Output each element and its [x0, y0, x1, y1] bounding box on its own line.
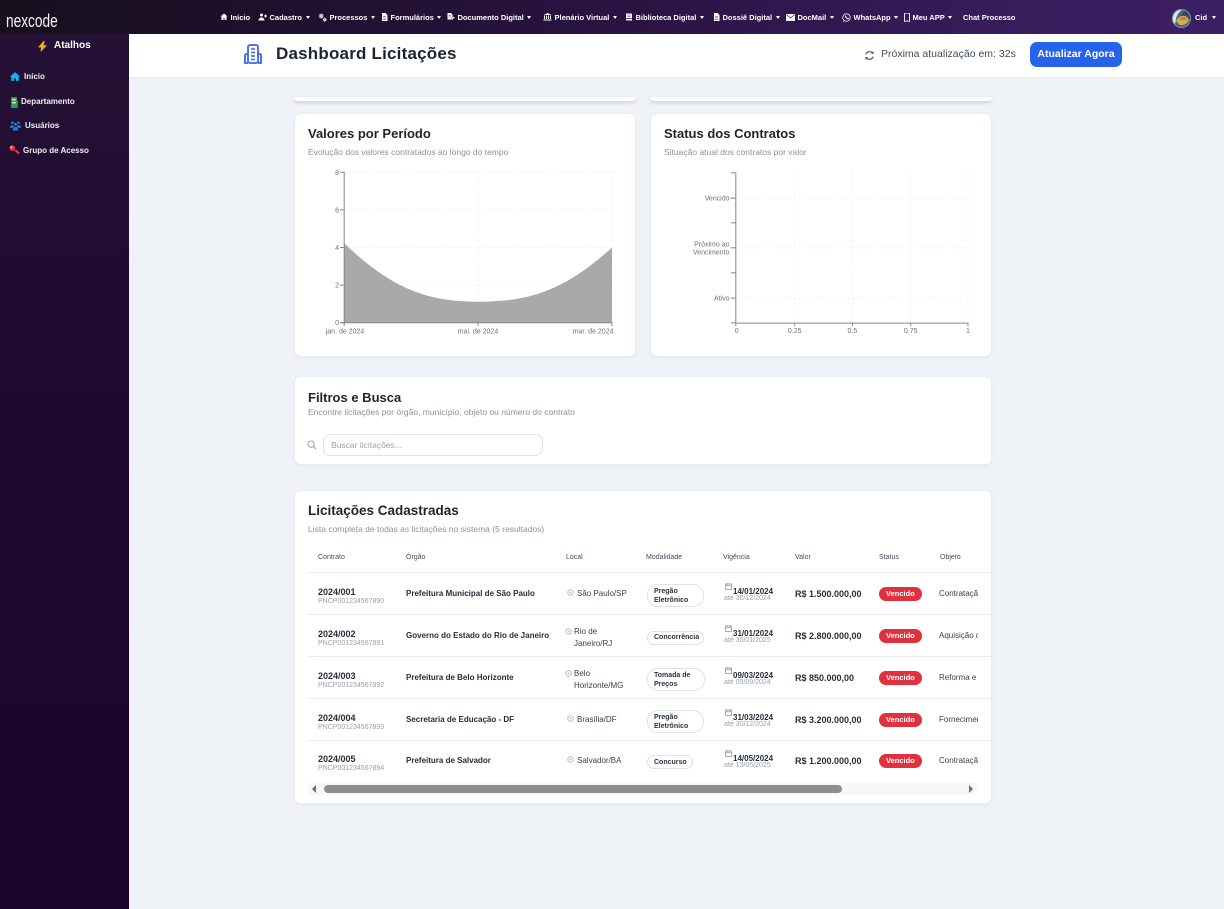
svg-text:0.5: 0.5	[848, 328, 858, 335]
svg-text:6: 6	[335, 208, 339, 215]
svg-text:0: 0	[735, 328, 739, 335]
svg-text:mai. de 2024: mai. de 2024	[458, 328, 499, 335]
svg-text:Próximo ao: Próximo ao	[694, 242, 730, 249]
svg-text:8: 8	[335, 170, 339, 177]
svg-text:jan. de 2024: jan. de 2024	[325, 328, 365, 335]
svg-text:4: 4	[335, 245, 339, 252]
svg-text:Ativo: Ativo	[714, 296, 730, 303]
svg-text:Vencimento: Vencimento	[693, 250, 730, 257]
svg-text:2: 2	[335, 283, 339, 290]
svg-text:Vencido: Vencido	[705, 196, 730, 203]
svg-text:0.25: 0.25	[788, 328, 802, 335]
svg-text:1: 1	[966, 328, 970, 335]
svg-text:0: 0	[335, 320, 339, 327]
svg-text:mar. de 2024: mar. de 2024	[573, 328, 614, 335]
svg-text:0.75: 0.75	[904, 328, 918, 335]
